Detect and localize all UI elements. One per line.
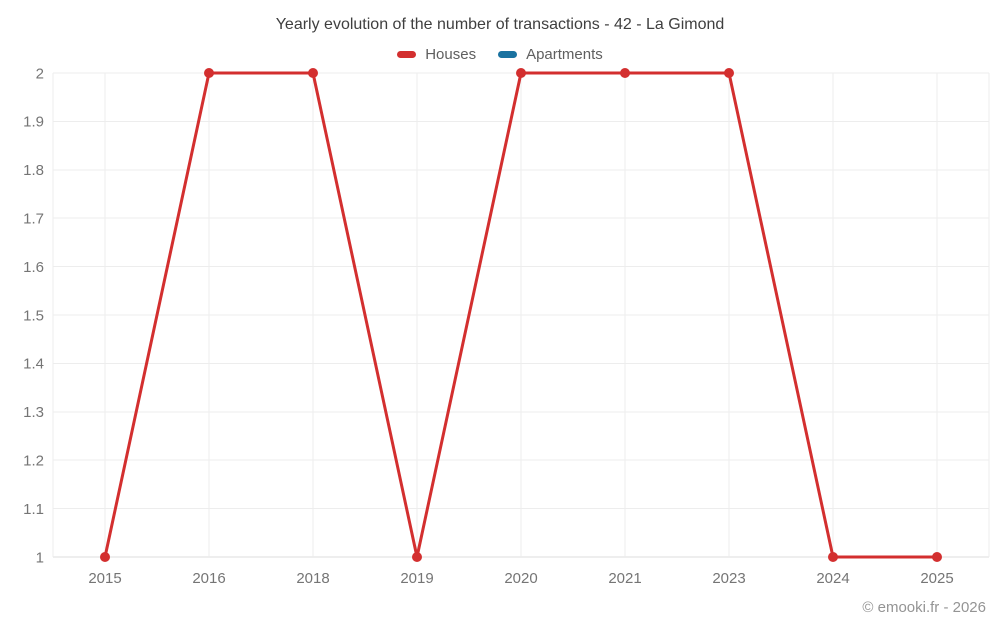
svg-text:2018: 2018 [296,570,329,587]
svg-text:1.7: 1.7 [23,210,44,227]
svg-text:1.9: 1.9 [23,114,44,131]
legend-label-houses: Houses [425,46,477,63]
svg-text:2021: 2021 [608,570,641,587]
chart-legend: Houses Apartments [0,46,1000,63]
svg-text:2020: 2020 [504,570,537,587]
svg-text:1: 1 [36,549,44,566]
legend-label-apartments: Apartments [526,46,603,63]
svg-text:1.8: 1.8 [23,162,44,179]
svg-text:1.1: 1.1 [23,501,44,518]
svg-text:1.2: 1.2 [23,452,44,469]
watermark: © emooki.fr - 2026 [862,599,986,616]
svg-text:2019: 2019 [400,570,433,587]
svg-text:2: 2 [36,65,44,82]
houses-swatch-icon [397,51,417,58]
svg-text:2016: 2016 [192,570,225,587]
svg-text:1.3: 1.3 [23,404,44,421]
svg-text:2025: 2025 [920,570,953,587]
svg-text:1.6: 1.6 [23,259,44,276]
svg-text:1.5: 1.5 [23,307,44,324]
svg-text:2024: 2024 [816,570,849,587]
svg-text:1.4: 1.4 [23,356,44,373]
svg-text:2023: 2023 [712,570,745,587]
svg-text:2015: 2015 [88,570,121,587]
legend-item-apartments[interactable]: Apartments [498,46,603,63]
apartments-swatch-icon [498,51,518,58]
chart-title: Yearly evolution of the number of transa… [275,16,725,33]
legend-item-houses[interactable]: Houses [397,46,476,63]
